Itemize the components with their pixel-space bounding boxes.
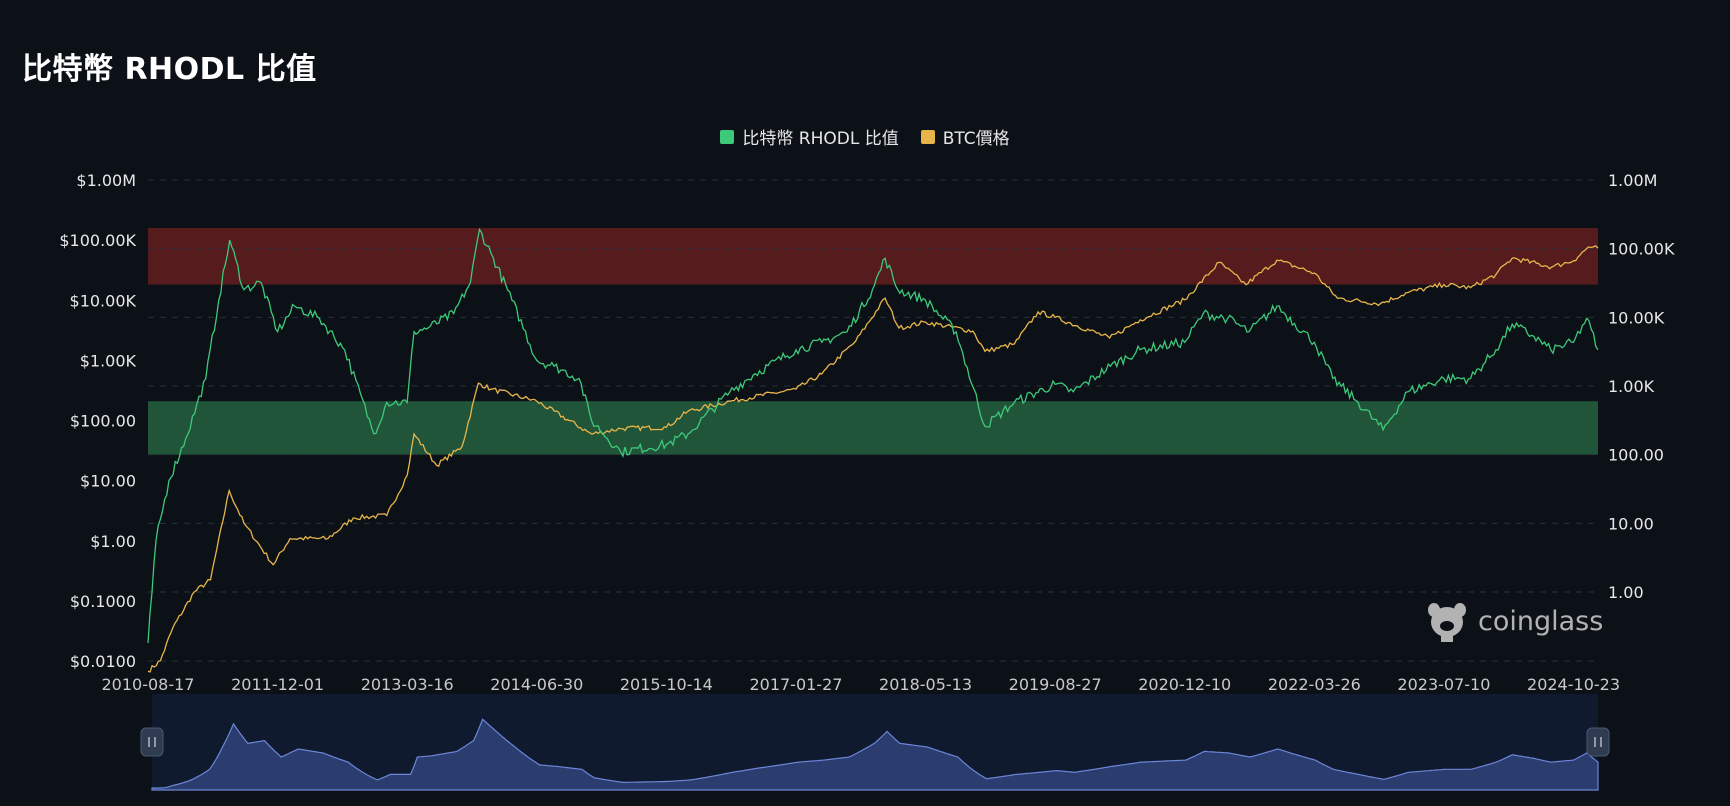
navigator-area [151, 718, 1599, 791]
coinglass-watermark: coinglass [1424, 600, 1603, 642]
x-tick-label: 2017-01-27 [749, 675, 842, 694]
x-tick-label: 2018-05-13 [879, 675, 972, 694]
y-right-tick-label: 10.00K [1608, 308, 1665, 327]
grid-lines [148, 179, 1598, 662]
x-tick-label: 2014-06-30 [490, 675, 583, 694]
range-navigator [140, 694, 1610, 791]
y-left-tick-label: $100.00K [59, 231, 136, 250]
y-left-tick-label: $0.1000 [70, 592, 136, 611]
legend-label-price: BTC價格 [942, 129, 1010, 149]
band-upper [148, 227, 1598, 285]
x-tick-label: 2023-07-10 [1397, 675, 1490, 694]
watermark-text: coinglass [1478, 605, 1604, 637]
chart-legend: 比特幣 RHODL 比值 BTC價格 [0, 124, 1730, 149]
x-tick-label: 2010-08-17 [102, 675, 195, 694]
x-tick-label: 2013-03-16 [361, 675, 454, 694]
page-title: 比特幣 RHODL 比值 [22, 52, 317, 87]
y-left-tick-label: $10.00 [80, 472, 136, 491]
y-left-tick-label: $1.00 [90, 532, 136, 551]
navigator-handle-body [140, 727, 164, 757]
y-right-tick-label: 100.00K [1608, 240, 1675, 259]
x-tick-label: 2022-03-26 [1268, 675, 1361, 694]
x-tick-label: 2020-12-10 [1138, 675, 1231, 694]
navigator-handle-left[interactable] [140, 727, 164, 757]
btc-price-line [147, 245, 1599, 673]
x-axis: 2010-08-17 2011-12-01 2013-03-16 2014-06-30… [102, 675, 1620, 694]
rhodl-ratio-line [147, 227, 1599, 643]
navigator-handle-right[interactable] [1586, 727, 1610, 757]
right-y-axis: 1.00M 100.00K 10.00K 1.00K 100.00 10.00 1.00 [1608, 171, 1675, 602]
x-tick-label: 2015-10-14 [620, 675, 713, 694]
y-right-tick-label: 100.00 [1608, 446, 1664, 465]
y-right-tick-label: 1.00M [1608, 171, 1657, 190]
y-left-tick-label: $0.0100 [70, 652, 136, 671]
x-tick-label: 2019-08-27 [1009, 675, 1102, 694]
coinglass-logo-icon [1428, 603, 1466, 642]
left-y-axis: $1.00M $100.00K $10.00K $1.00K $100.00 $10.00… [59, 171, 136, 671]
legend-swatch-price [920, 129, 935, 144]
band-lower [148, 401, 1598, 455]
legend-swatch-rhodl [720, 129, 735, 144]
y-left-tick-label: $10.00K [70, 291, 137, 310]
navigator-handle-body [1586, 727, 1610, 757]
y-right-tick-label: 1.00K [1608, 377, 1655, 396]
series-lines [147, 227, 1599, 673]
legend-item-rhodl[interactable]: 比特幣 RHODL 比值 [720, 124, 899, 149]
y-right-tick-label: 10.00 [1608, 514, 1654, 533]
legend-item-price[interactable]: BTC價格 [920, 124, 1010, 149]
y-left-tick-label: $1.00K [80, 351, 137, 370]
x-tick-label: 2011-12-01 [231, 675, 324, 694]
y-right-tick-label: 1.00 [1608, 583, 1644, 602]
y-left-tick-label: $100.00 [70, 412, 136, 431]
x-tick-label: 2024-10-23 [1527, 675, 1620, 694]
y-left-tick-label: $1.00M [76, 171, 136, 190]
threshold-bands [148, 227, 1598, 455]
legend-label-rhodl: 比特幣 RHODL 比值 [742, 129, 899, 149]
